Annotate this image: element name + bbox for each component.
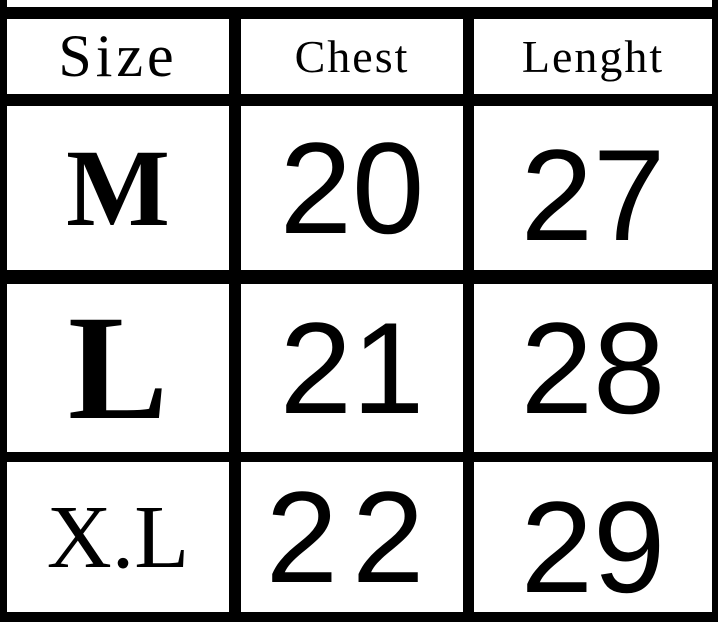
size-xl: X.L [7,462,229,612]
length-l: 28 [474,284,712,452]
chest-m: 20 [241,106,463,270]
header-chest: Chest [241,19,463,94]
size-m: M [7,106,229,270]
top-strip [7,0,712,7]
header-length: Lenght [474,19,712,94]
length-xl: 29 [474,462,712,620]
chest-l: 21 [241,284,463,452]
chest-xl: 22 [241,462,463,612]
length-m: 27 [474,106,712,270]
size-l: L [7,284,229,452]
header-size: Size [7,19,229,94]
